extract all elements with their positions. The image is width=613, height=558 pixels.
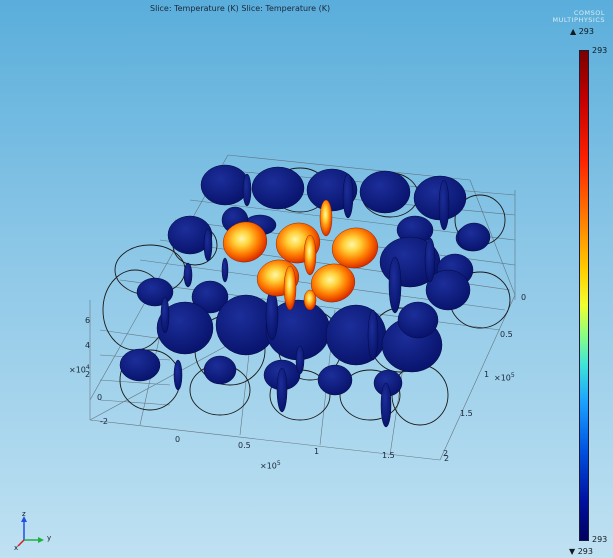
colorbar-top-value: 293 [592, 46, 608, 55]
triad-y-label: y [47, 534, 52, 542]
colorbar-max-indicator: ▲ 293 [570, 27, 594, 36]
triad-z-label: z [22, 510, 26, 518]
z-tick-6: 6 [85, 316, 91, 325]
y-tick-1-5: 1.5 [460, 409, 473, 418]
x-tick-1: 1 [314, 447, 320, 456]
z-tick-4: 4 [85, 341, 91, 350]
x-tick-2: 2 [444, 454, 450, 463]
y-tick-0: 0 [521, 293, 527, 302]
logo-line-1: COMSOL [573, 9, 605, 17]
y-tick-2: 2 [443, 449, 449, 458]
y-tick-0-5: 0.5 [500, 330, 513, 339]
colorbar-gradient [579, 50, 589, 541]
y-axis-scale: ×105 [494, 372, 515, 383]
triad-arrows-icon [17, 516, 44, 547]
hot-spheres [222, 199, 379, 311]
y-tick-1: 1 [484, 370, 490, 379]
comsol-logo: COMSOL MULTIPHYSICS [553, 10, 605, 24]
plot-title: Slice: Temperature (K) Slice: Temperatur… [150, 4, 331, 13]
colorbar-bottom-value: 293 [592, 535, 608, 544]
z-tick-2: 2 [85, 370, 91, 379]
colorbar-min-indicator: ▼ 293 [569, 547, 593, 556]
x-tick-1-5: 1.5 [382, 451, 395, 460]
x-axis-scale: ×105 [260, 460, 281, 471]
logo-line-2: MULTIPHYSICS [552, 16, 605, 24]
x-tick-0: 0 [175, 435, 181, 444]
x-tick-0-5: 0.5 [238, 441, 251, 450]
z-tick-neg2: -2 [100, 417, 108, 426]
z-axis-scale: ×104 [69, 364, 90, 375]
cold-spheres [119, 164, 491, 428]
z-tick-0: 0 [97, 393, 103, 402]
triad-x-label: x [14, 544, 19, 552]
axis-triad: z y x [14, 510, 62, 554]
